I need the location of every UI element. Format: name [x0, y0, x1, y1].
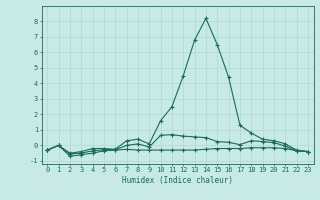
- X-axis label: Humidex (Indice chaleur): Humidex (Indice chaleur): [122, 176, 233, 185]
